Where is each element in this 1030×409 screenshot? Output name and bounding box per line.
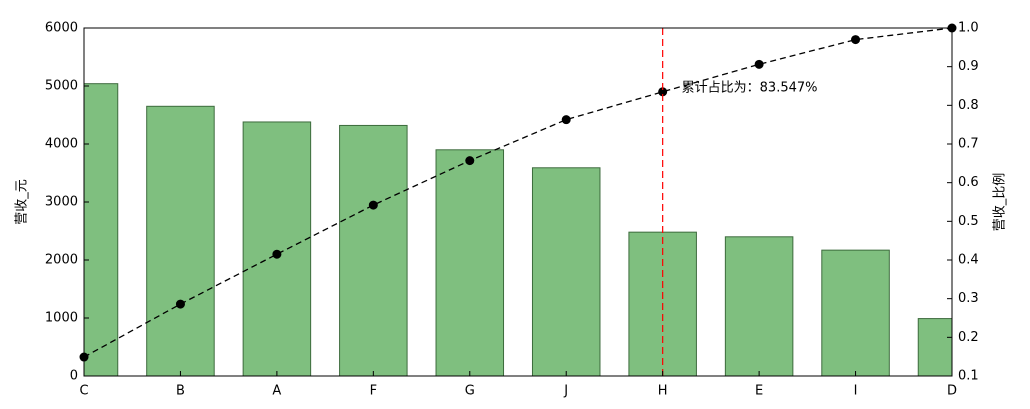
y-tick-label: 2000 — [45, 253, 78, 268]
bar — [146, 105, 215, 376]
y-tick-label: 4000 — [45, 137, 78, 152]
y-tick-label: 1000 — [45, 311, 78, 326]
y2-tick-label: 0.5 — [958, 214, 979, 229]
bar — [917, 318, 952, 376]
y-tick-label: 3000 — [45, 195, 78, 210]
x-tick-label: J — [563, 384, 568, 399]
y2-tick-label: 0.6 — [958, 175, 979, 190]
y2-tick-label: 0.2 — [958, 330, 979, 345]
annotation: 累计占比为：83.547% — [682, 80, 818, 95]
point — [465, 156, 475, 166]
x-tick-label: D — [947, 384, 957, 399]
y2-tick-label: 0.4 — [958, 253, 979, 268]
y2-tick-label: 0.7 — [958, 137, 979, 152]
point — [754, 59, 764, 69]
plot-area — [84, 28, 952, 376]
point — [658, 87, 668, 97]
x-tick-label: C — [79, 384, 88, 399]
point — [851, 35, 861, 45]
x-tick-label: A — [272, 384, 281, 399]
point — [175, 299, 185, 309]
bar — [339, 124, 408, 376]
x-tick-label: G — [465, 384, 475, 399]
line — [84, 28, 952, 358]
x-tick-label: I — [854, 384, 858, 399]
y-tick-label: 0 — [70, 369, 78, 384]
y2-tick-label: 1.0 — [958, 21, 979, 36]
bar — [531, 167, 601, 376]
y2-tick-label: 0.3 — [958, 291, 979, 306]
x-tick-label: B — [176, 384, 185, 399]
bar — [242, 121, 312, 376]
point — [272, 249, 282, 259]
point — [561, 115, 571, 125]
y-tick-label: 5000 — [45, 79, 78, 94]
y2-tick-label: 0.8 — [958, 98, 979, 113]
bar — [84, 83, 119, 376]
bar — [435, 149, 505, 376]
point — [368, 200, 378, 210]
bar — [724, 236, 794, 376]
y2-axis-label: 营收_比例 — [993, 173, 1008, 232]
x-tick-label: F — [370, 384, 377, 399]
x-tick-label: E — [755, 384, 763, 399]
y-tick-label: 6000 — [45, 21, 78, 36]
y-axis-label: 营收_元 — [15, 179, 30, 225]
y2-tick-label: 0.9 — [958, 59, 979, 74]
x-tick-label: H — [658, 384, 668, 399]
bar — [821, 249, 890, 376]
y2-tick-label: 0.1 — [958, 369, 979, 384]
